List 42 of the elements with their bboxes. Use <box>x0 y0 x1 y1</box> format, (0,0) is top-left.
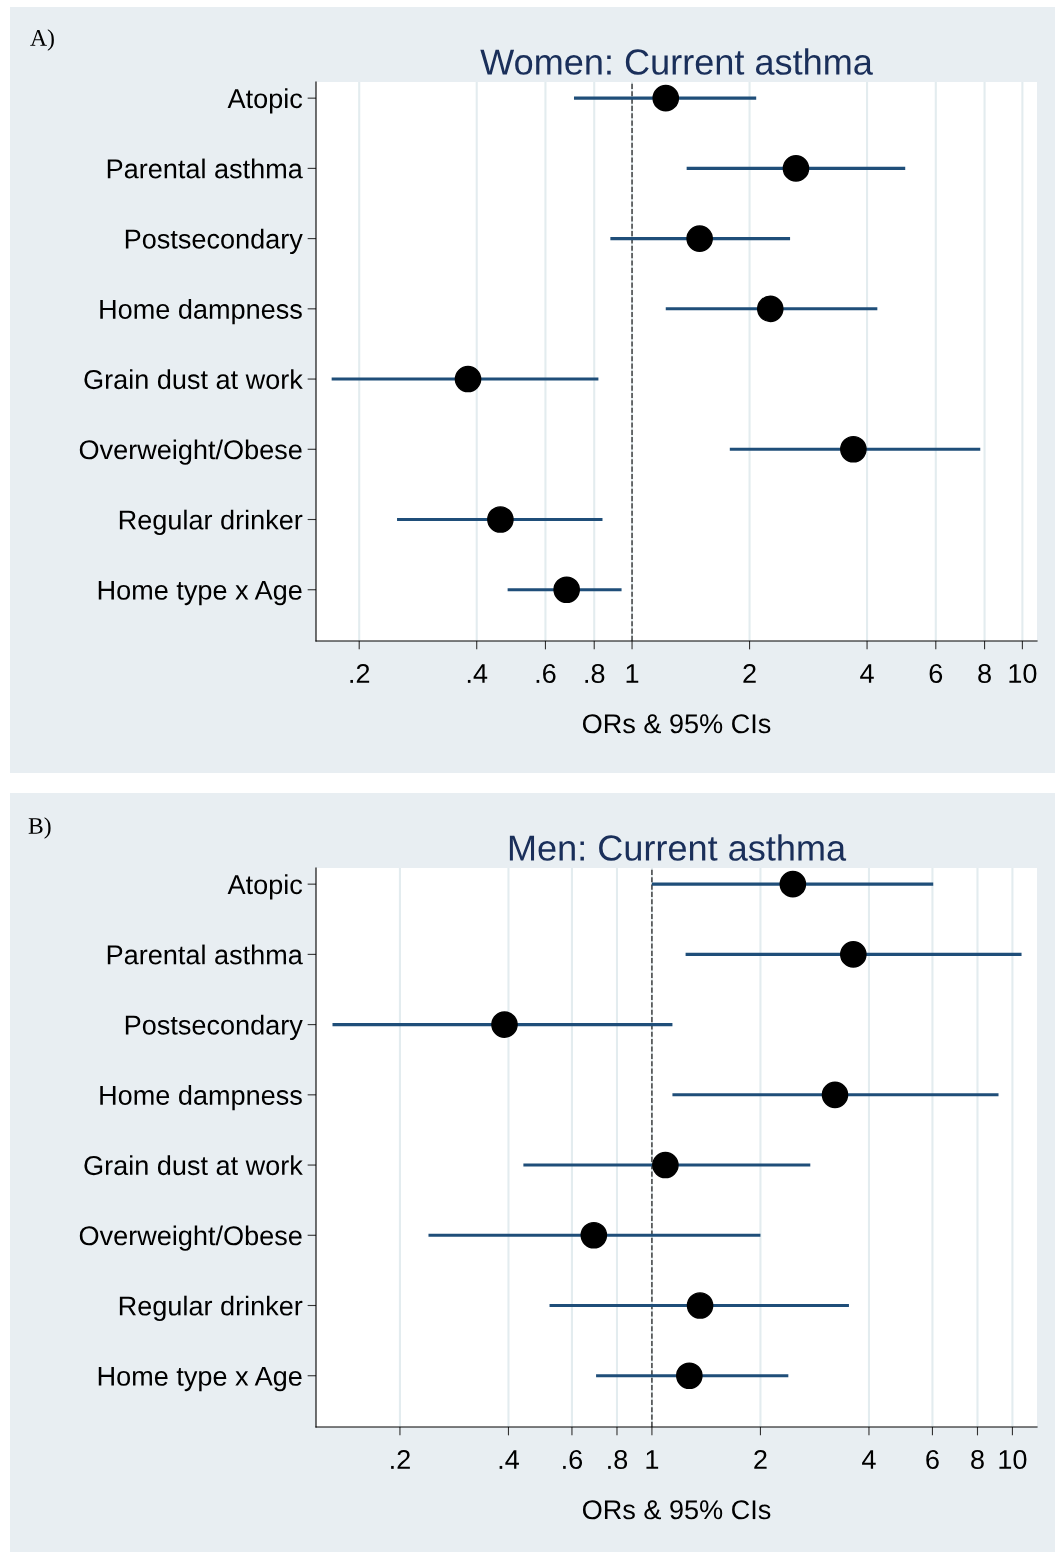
x-tick-label: .4 <box>467 664 488 683</box>
x-tick-label: 10 <box>1009 663 1037 684</box>
x-tick-label: 4 <box>862 1450 876 1469</box>
x-tick-label: .6 <box>536 663 556 684</box>
y-tick-label: Postsecondary <box>125 1014 303 1041</box>
y-tick-label: Grain dust at work <box>84 1155 303 1176</box>
x-tick-label: 8 <box>971 1449 984 1470</box>
y-tick-label: Regular drinker <box>119 1295 303 1321</box>
y-tick-label: Overweight/Obese <box>79 1225 302 1251</box>
y-tick-label: Postsecondary <box>125 228 303 255</box>
x-tick-label: 8 <box>978 663 991 684</box>
x-tick-label: 1 <box>646 1450 659 1469</box>
y-tick-label: Home dampness <box>100 1085 302 1111</box>
y-tick-label: Home dampness <box>100 299 302 325</box>
x-tick-label: 6 <box>926 1449 939 1470</box>
x-tick-label: .8 <box>585 663 605 684</box>
y-tick-label: Atopic <box>227 88 303 114</box>
x-tick-label: .6 <box>563 1449 583 1470</box>
chart-title: Women: Current asthma <box>480 48 873 75</box>
y-tick-label: Regular drinker <box>119 509 303 535</box>
x-tick-label: .2 <box>350 663 370 683</box>
y-tick-label: Overweight/Obese <box>79 439 302 465</box>
text: A) <box>30 29 54 51</box>
x-tick-label: .4 <box>499 1450 519 1469</box>
y-tick-label: Parental asthma <box>107 158 303 179</box>
x-axis-title: ORs & 95% CIs <box>582 1500 771 1520</box>
x-tick-label: 6 <box>929 663 943 684</box>
chart-title: Men: Current asthma <box>509 834 847 861</box>
y-tick-label: Home type x Age <box>98 580 302 606</box>
x-tick-label: 10 <box>999 1449 1027 1470</box>
x-axis-title: ORs & 95% CIs <box>582 714 771 734</box>
x-tick-label: .8 <box>608 1449 628 1470</box>
y-tick-label: Grain dust at work <box>84 369 303 390</box>
x-tick-label: 2 <box>754 1449 767 1469</box>
x-tick-label: 2 <box>743 663 756 683</box>
y-tick-label: Parental asthma <box>107 944 303 965</box>
x-tick-label: .2 <box>391 1449 410 1469</box>
x-tick-label: 1 <box>626 664 639 683</box>
y-tick-label: Home type x Age <box>98 1366 302 1392</box>
x-tick-label: 4 <box>860 664 874 683</box>
y-tick-label: Atopic <box>227 874 303 900</box>
text: B) <box>28 817 51 839</box>
